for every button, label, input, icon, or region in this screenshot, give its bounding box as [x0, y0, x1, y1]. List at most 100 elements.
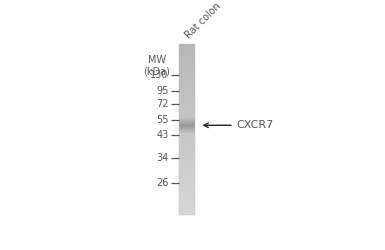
Bar: [179, 207, 195, 208]
Bar: [179, 44, 195, 215]
Bar: [179, 87, 195, 88]
Bar: [179, 110, 195, 111]
Bar: [179, 155, 195, 156]
Bar: [179, 130, 195, 131]
Bar: [179, 136, 195, 137]
Bar: [179, 99, 195, 100]
Bar: [179, 76, 195, 77]
Bar: [179, 100, 195, 101]
Bar: [179, 95, 195, 96]
Bar: [179, 194, 195, 195]
Bar: [179, 58, 195, 59]
Bar: [179, 191, 195, 192]
Bar: [179, 72, 195, 73]
Bar: [179, 128, 195, 129]
Bar: [179, 211, 195, 212]
Bar: [179, 98, 195, 99]
Bar: [179, 66, 195, 67]
Bar: [179, 120, 195, 121]
Bar: [179, 206, 195, 207]
Bar: [179, 144, 195, 145]
Bar: [179, 156, 195, 157]
Bar: [179, 74, 195, 75]
Bar: [179, 92, 195, 93]
Bar: [179, 88, 195, 89]
Bar: [179, 108, 195, 109]
Bar: [179, 185, 195, 186]
Bar: [179, 199, 195, 200]
Bar: [179, 93, 195, 94]
Bar: [179, 54, 195, 55]
Bar: [179, 157, 195, 158]
Bar: [179, 125, 195, 126]
Bar: [179, 107, 195, 108]
Bar: [179, 172, 195, 173]
Bar: [179, 114, 195, 115]
Bar: [179, 73, 195, 74]
Bar: [179, 152, 195, 153]
Bar: [179, 67, 195, 68]
Bar: [179, 89, 195, 90]
Bar: [179, 173, 195, 174]
Bar: [179, 56, 195, 57]
Text: 43: 43: [157, 130, 169, 140]
Bar: [179, 188, 195, 189]
Bar: [179, 50, 195, 51]
Bar: [179, 123, 195, 124]
Bar: [179, 117, 195, 118]
Bar: [179, 204, 195, 205]
Bar: [179, 126, 195, 127]
Bar: [179, 83, 195, 84]
Bar: [179, 104, 195, 105]
Bar: [179, 196, 195, 197]
Bar: [179, 158, 195, 159]
Bar: [179, 180, 195, 181]
Bar: [179, 177, 195, 178]
Bar: [179, 57, 195, 58]
Bar: [179, 138, 195, 139]
Bar: [179, 202, 195, 203]
Bar: [179, 212, 195, 213]
Bar: [179, 91, 195, 92]
Bar: [179, 119, 195, 120]
Bar: [179, 176, 195, 177]
Bar: [179, 198, 195, 199]
Text: 55: 55: [156, 114, 169, 124]
Bar: [179, 124, 195, 125]
Bar: [179, 81, 195, 82]
Bar: [179, 183, 195, 184]
Bar: [179, 143, 195, 144]
Bar: [179, 140, 195, 141]
Bar: [179, 90, 195, 91]
Text: MW
(kDa): MW (kDa): [144, 55, 171, 76]
Bar: [179, 209, 195, 210]
Text: 26: 26: [156, 178, 169, 188]
Bar: [179, 200, 195, 201]
Bar: [179, 182, 195, 183]
Bar: [179, 193, 195, 194]
Bar: [179, 115, 195, 116]
Bar: [179, 203, 195, 204]
Bar: [179, 163, 195, 164]
Bar: [179, 154, 195, 155]
Bar: [179, 197, 195, 198]
Bar: [179, 208, 195, 209]
Bar: [179, 195, 195, 196]
Bar: [179, 159, 195, 160]
Bar: [179, 168, 195, 169]
Bar: [179, 97, 195, 98]
Bar: [179, 84, 195, 85]
Bar: [179, 142, 195, 143]
Bar: [179, 60, 195, 61]
Bar: [179, 169, 195, 170]
Bar: [179, 187, 195, 188]
Bar: [179, 179, 195, 180]
Bar: [179, 112, 195, 113]
Bar: [179, 69, 195, 70]
Text: 130: 130: [151, 70, 169, 80]
Bar: [179, 61, 195, 62]
Bar: [179, 135, 195, 136]
Bar: [179, 213, 195, 214]
Bar: [179, 102, 195, 103]
Bar: [179, 106, 195, 107]
